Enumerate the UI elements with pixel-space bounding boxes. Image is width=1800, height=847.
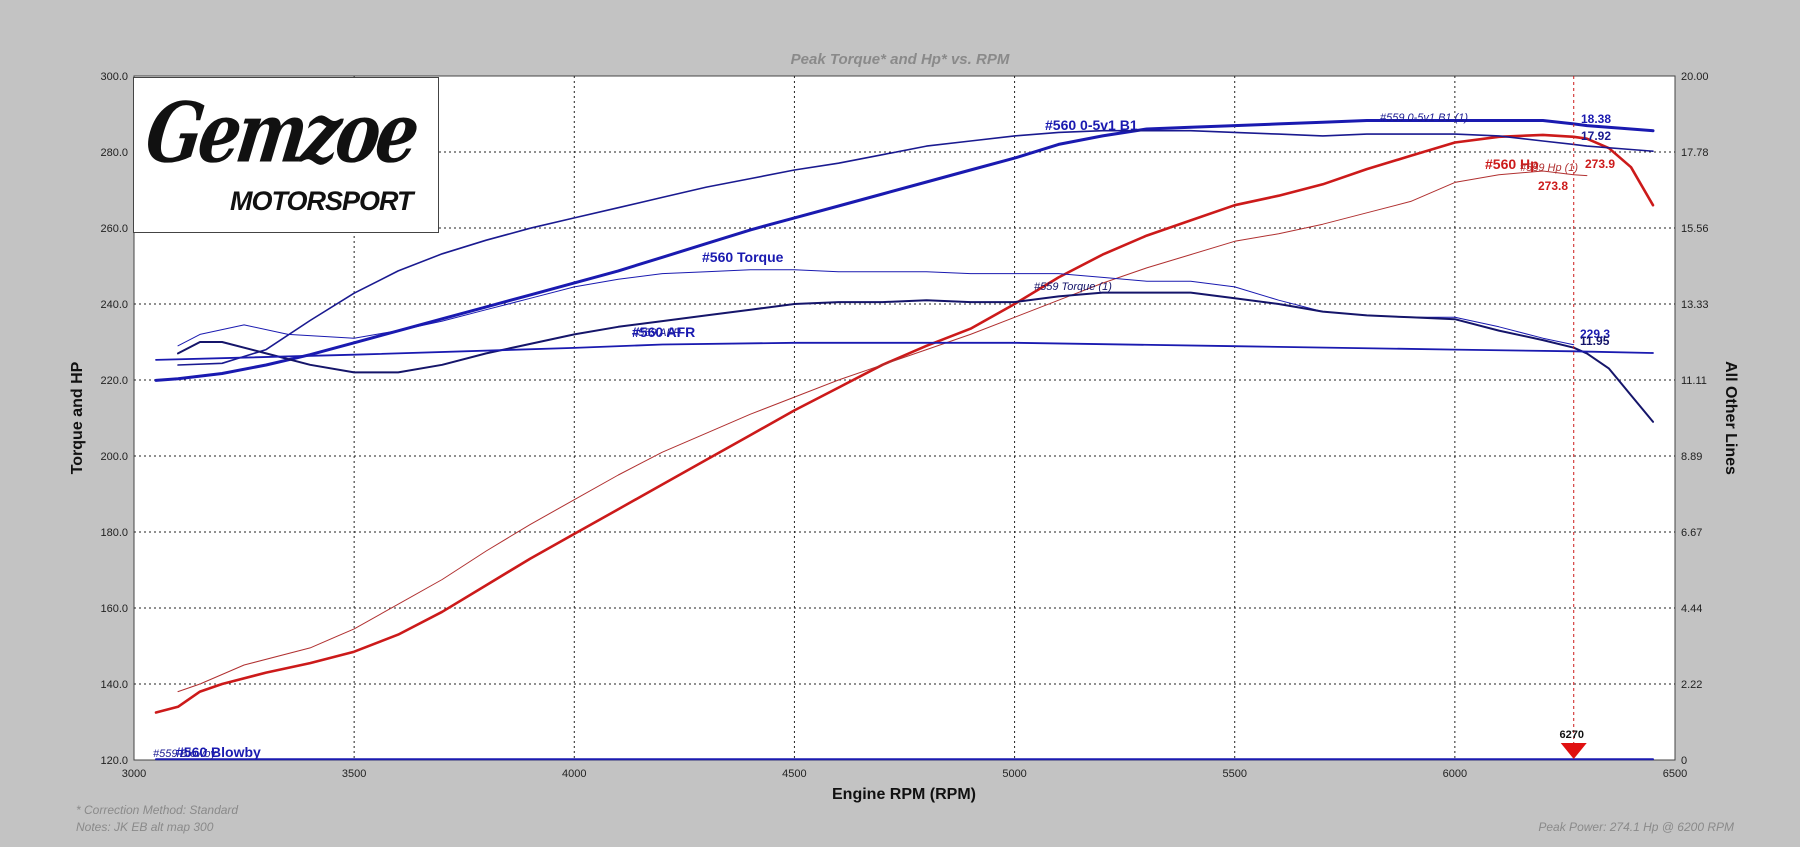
x-tick-label: 4500	[782, 768, 806, 780]
series-lines	[154, 119, 1655, 761]
x-tick-labels: 3000 3500 4000 4500 5000 5500 6000 6500	[122, 768, 1687, 780]
y2-tick-label: 20.00	[1681, 71, 1709, 83]
y2-axis-title: All Other Lines	[1722, 361, 1739, 475]
series-annotation: #560 Hp	[1485, 156, 1539, 172]
series-annotation: #559 Blowby	[153, 748, 217, 760]
y2-tick-label: 15.56	[1681, 223, 1709, 235]
x-axis-title: Engine RPM (RPM)	[832, 786, 976, 803]
series-annotation: #559 AFR	[632, 327, 681, 339]
series-line-559-0-5v1-b1-1	[177, 129, 1654, 366]
y-tick-label: 180.0	[100, 527, 128, 539]
y2-tick-label: 4.44	[1681, 603, 1702, 615]
y2-tick-label: 2.22	[1681, 679, 1702, 691]
series-annotation: 18.38	[1581, 112, 1611, 126]
x-tick-label: 3000	[122, 768, 146, 780]
series-line-560-afr	[155, 341, 1654, 361]
correction-note: * Correction Method: Standard	[76, 803, 238, 817]
series-annotation: #559 Hp (1)	[1520, 162, 1578, 174]
rpm-cursor[interactable]: 6270	[1559, 76, 1587, 760]
chart-title: Peak Torque* and Hp* vs. RPM	[791, 51, 1010, 68]
cursor-marker[interactable]	[1560, 743, 1587, 759]
series-annotation: #559 0-5v1 B1 (1)	[1380, 112, 1468, 124]
notes: Notes: JK EB alt map 300	[76, 820, 214, 834]
y-tick-label: 160.0	[100, 603, 128, 615]
y-tick-label: 300.0	[100, 71, 128, 83]
y-tick-label: 140.0	[100, 679, 128, 691]
series-line-559-hp-1	[177, 170, 1588, 693]
y2-tick-labels: 0 2.22 4.44 6.67 8.89 11.11 13.33 15.56 17.78 20.…	[1681, 71, 1709, 767]
series-line-560-hp	[154, 133, 1655, 714]
x-tick-label: 4000	[562, 768, 586, 780]
logo-script-text: Gemzoe	[140, 84, 422, 182]
series-annotation: 229.3	[1580, 327, 1610, 341]
y-tick-labels: 120.0 140.0 160.0 180.0 200.0 220.0 240.0 260.0…	[100, 71, 128, 767]
series-line-559-torque-1	[177, 291, 1654, 423]
y2-tick-label: 13.33	[1681, 299, 1709, 311]
y-tick-label: 240.0	[100, 299, 128, 311]
y-tick-label: 120.0	[100, 755, 128, 767]
series-annotation: 273.8	[1538, 179, 1568, 193]
x-tick-label: 6000	[1443, 768, 1467, 780]
series-annotations: #560 0-5v1 B1 #559 0-5v1 B1 (1) 18.38 17.92…	[153, 112, 1615, 760]
y2-tick-label: 17.78	[1681, 147, 1709, 159]
logo-subtitle: MOTORSPORT	[230, 186, 414, 216]
gemzoe-motorsport-logo: Gemzoe MOTORSPORT	[133, 77, 439, 233]
series-annotation: #560 Blowby	[176, 744, 261, 760]
series-annotation: #560 AFR	[632, 324, 695, 340]
peak-power-summary: Peak Power: 274.1 Hp @ 6200 RPM	[1538, 820, 1734, 834]
cursor-rpm-label: 6270	[1559, 729, 1583, 741]
series-annotation: 17.92	[1581, 129, 1611, 143]
x-tick-label: 5500	[1222, 768, 1246, 780]
y2-tick-label: 11.11	[1681, 375, 1707, 387]
y-tick-label: 220.0	[100, 375, 128, 387]
y-axis-title: Torque and HP	[69, 361, 86, 474]
series-annotation: #560 Torque	[702, 249, 784, 265]
x-tick-label: 5000	[1002, 768, 1026, 780]
x-tick-label: 6500	[1663, 768, 1687, 780]
x-tick-label: 3500	[342, 768, 366, 780]
y-tick-label: 260.0	[100, 223, 128, 235]
y-tick-label: 280.0	[100, 147, 128, 159]
series-annotation: 273.9	[1585, 157, 1615, 171]
y2-tick-label: 6.67	[1681, 527, 1702, 539]
y2-tick-label: 8.89	[1681, 451, 1702, 463]
series-annotation: #560 0-5v1 B1	[1045, 117, 1138, 133]
y-tick-label: 200.0	[100, 451, 128, 463]
series-annotation: 11.95	[1580, 334, 1610, 348]
y2-tick-label: 0	[1681, 755, 1687, 767]
series-annotation: #559 Torque (1)	[1034, 281, 1112, 293]
